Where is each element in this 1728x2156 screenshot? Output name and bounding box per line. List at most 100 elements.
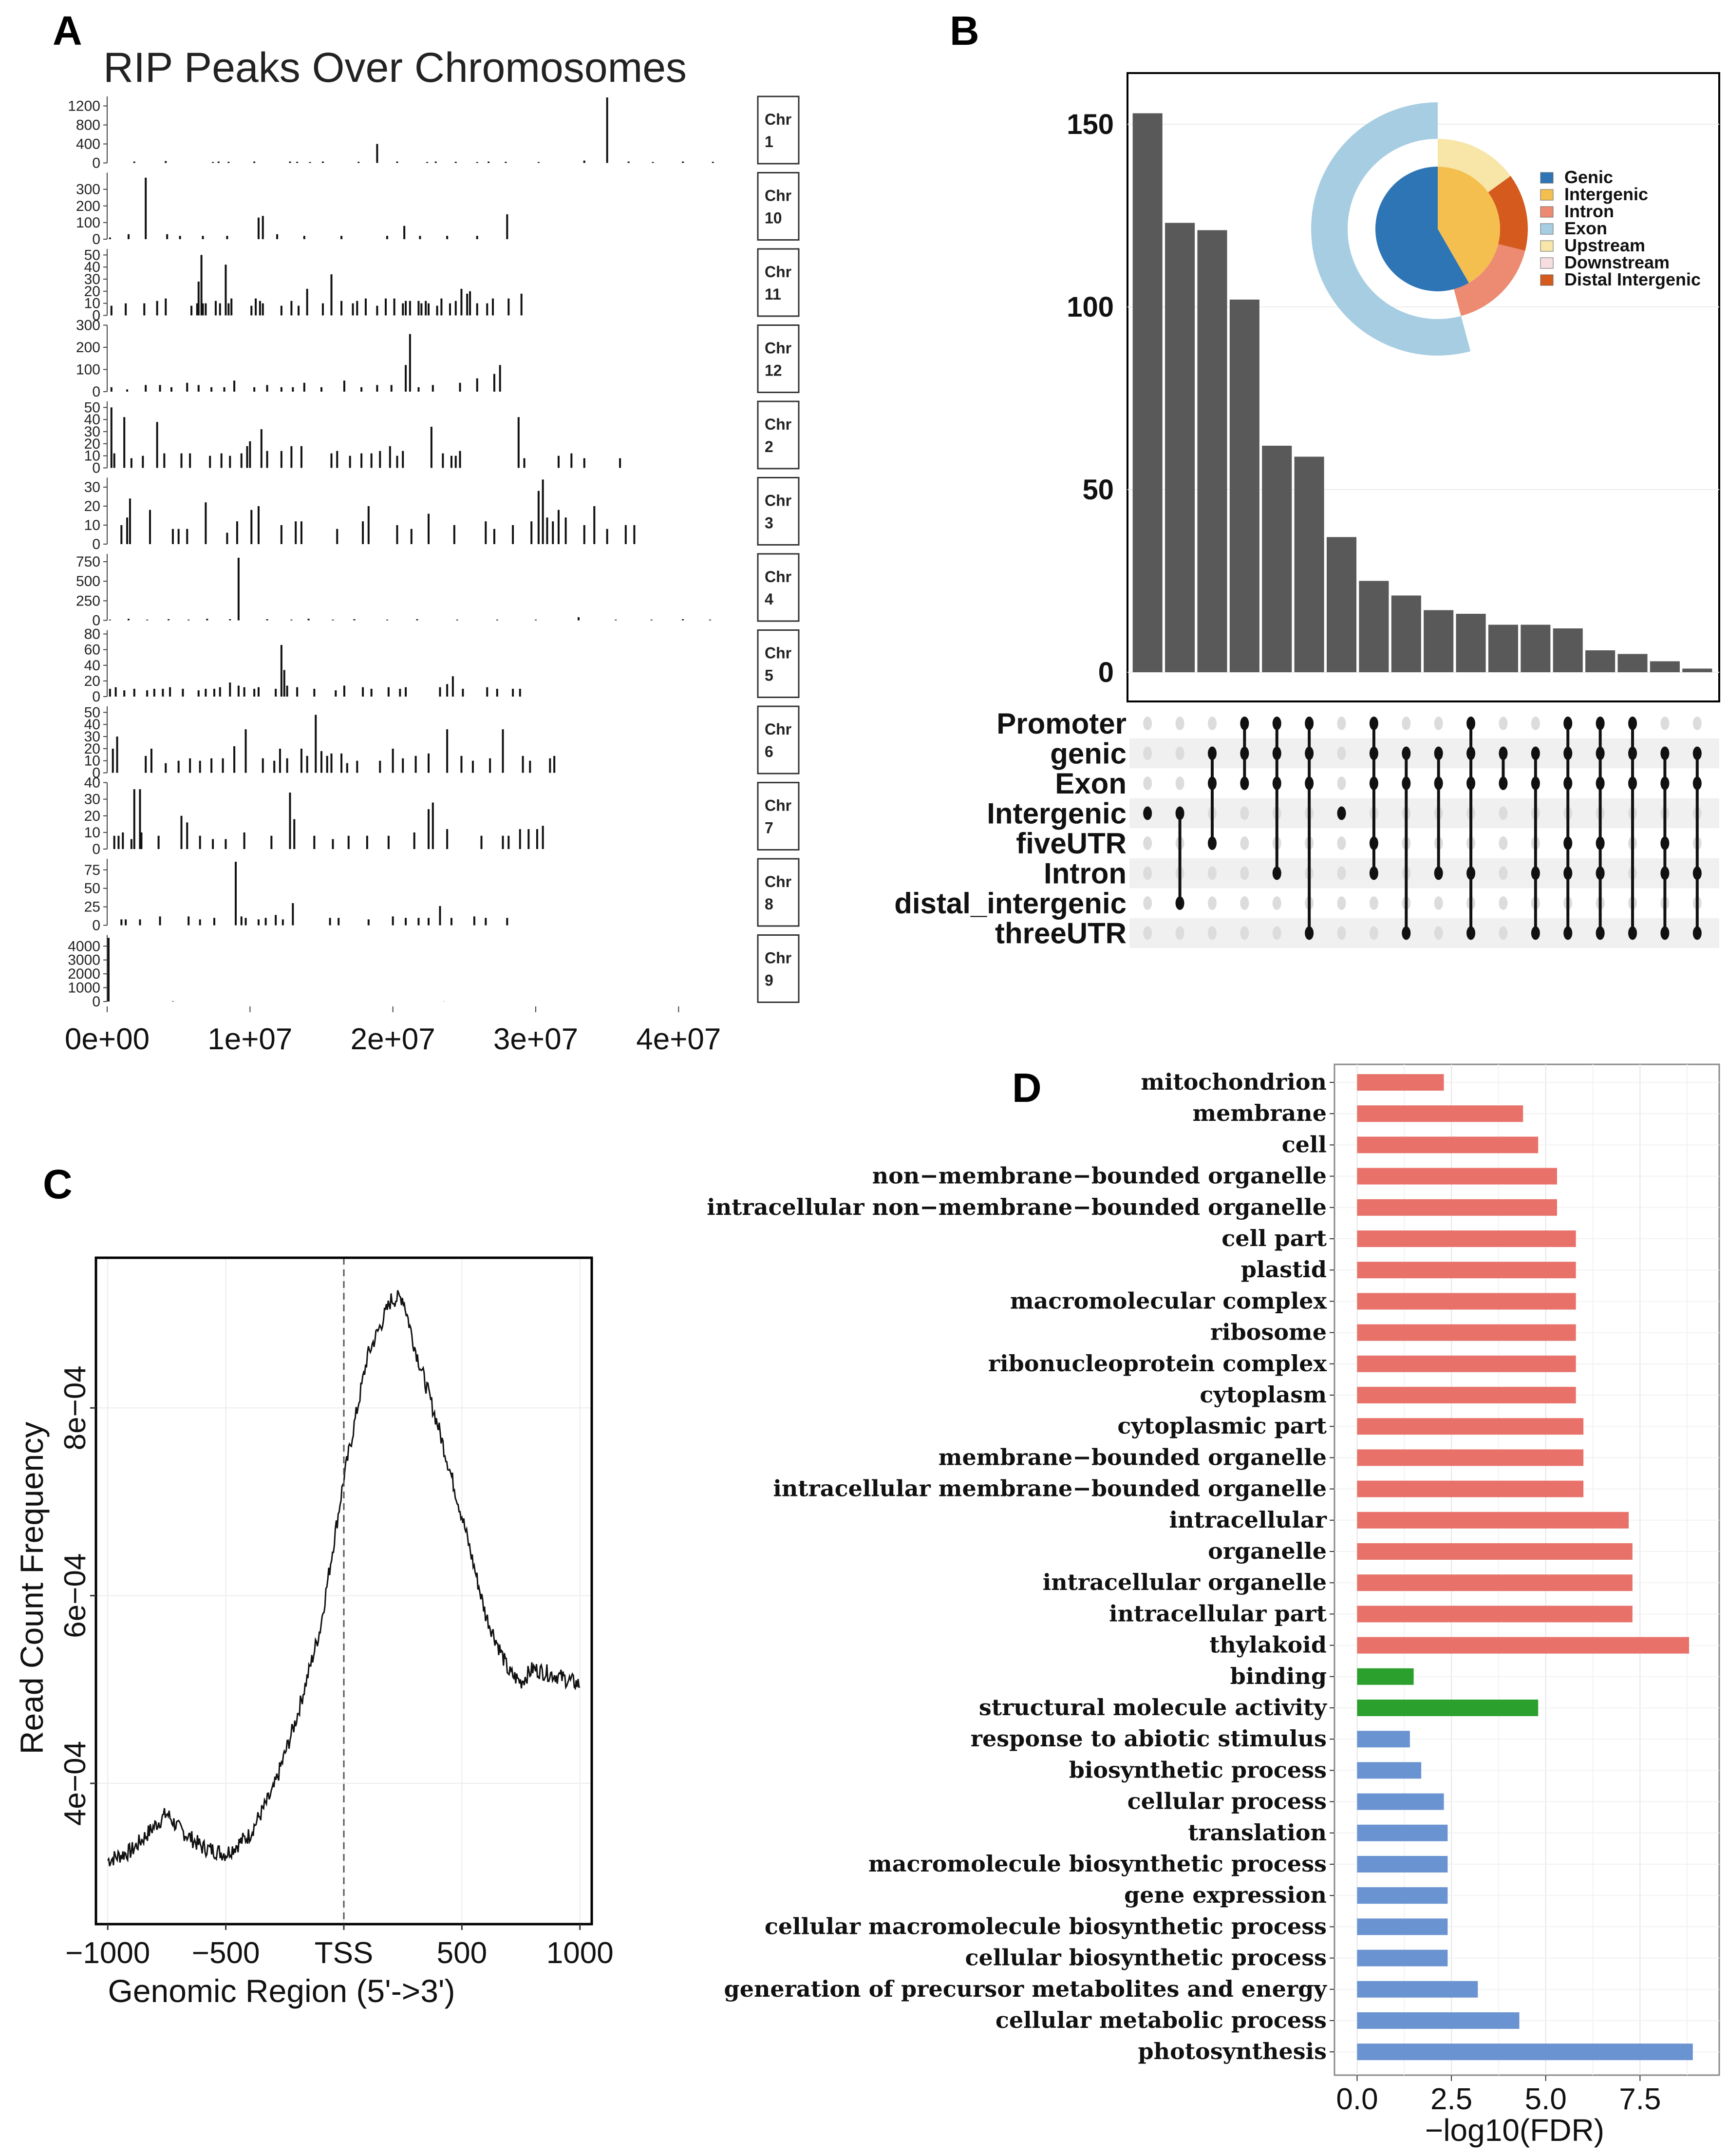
matrix-dot-empty [1692, 717, 1702, 730]
facet-y-tick-label: 300 [76, 318, 100, 334]
go-term-label: macromolecular complex [1010, 1287, 1327, 1314]
matrix-dot-empty [1272, 896, 1281, 910]
facet-y-tick-label: 50 [84, 399, 100, 416]
facet-strip-label: Chr [765, 492, 791, 510]
go-term-label: ribosome [1210, 1319, 1327, 1345]
matrix-dot-filled [1499, 776, 1508, 790]
matrix-row-band [1129, 738, 1719, 769]
matrix-dot-filled [1596, 926, 1605, 940]
matrix-dot-filled [1337, 806, 1346, 820]
matrix-dot-filled [1466, 776, 1476, 790]
set-label: Promoter [996, 707, 1127, 740]
go-term-bar [1357, 1418, 1584, 1435]
go-term-bar [1357, 1480, 1584, 1497]
matrix-dot-filled [1660, 926, 1670, 940]
go-term-bar [1357, 2043, 1693, 2061]
facet-y-tick-label: 20 [84, 808, 100, 824]
go-term-bar [1357, 1574, 1633, 1591]
matrix-dot-filled [1499, 746, 1508, 760]
facet-y-tick-label: 10 [84, 825, 100, 841]
chart-d-bars [1357, 1074, 1693, 2061]
matrix-dot-empty [1143, 746, 1152, 760]
matrix-dot-filled [1402, 776, 1411, 790]
facet-y-tick-label: 80 [84, 626, 100, 643]
matrix-dot-filled [1563, 746, 1573, 760]
facet-y-tick-label: 20 [84, 436, 100, 452]
x-tick-label: 0e+00 [65, 1022, 150, 1056]
upset-bar [1132, 113, 1163, 672]
matrix-dot-filled [1628, 717, 1637, 730]
upset-bar [1617, 654, 1648, 672]
go-term-bar [1357, 1887, 1448, 1904]
matrix-dot-empty [1499, 836, 1508, 850]
chart-b-y-axis: 0 50 100 150 [1067, 109, 1114, 688]
panel-label-a: A [53, 8, 82, 54]
facet-y-tick-label: 0 [92, 384, 100, 400]
legend-label: Distal Intergenic [1564, 269, 1701, 289]
facet-strip-label: Chr [765, 568, 791, 586]
matrix-dot-empty [1207, 717, 1217, 730]
y-tick-label: 100 [1067, 291, 1114, 323]
y-tick-label: 4e−04 [58, 1741, 92, 1826]
go-term-label: binding [1230, 1663, 1327, 1689]
facet-strip [757, 172, 800, 241]
set-label: fiveUTR [1016, 827, 1127, 860]
legend-swatch [1540, 223, 1554, 235]
matrix-dot-filled [1175, 806, 1184, 820]
go-term-bar [1357, 1355, 1576, 1372]
chart-d-xlabel: −log10(FDR) [1425, 2113, 1604, 2148]
go-term-bar [1357, 1637, 1690, 1654]
facet-strip-label: Chr [765, 340, 791, 357]
go-term-label: non−membrane−bounded organelle [872, 1163, 1327, 1189]
matrix-dot-empty [1240, 836, 1249, 850]
matrix-dot-filled [1563, 836, 1573, 850]
facet-y-tick-label: 4000 [68, 938, 100, 954]
facet-strip [757, 782, 800, 851]
facet-strip-label: Chr [765, 263, 791, 281]
matrix-dot-filled [1272, 717, 1281, 730]
matrix-dot-empty [1337, 896, 1346, 910]
go-term-bar [1357, 1262, 1576, 1279]
go-term-label: cellular process [1127, 1788, 1327, 1815]
facet-y-tick-label: 20 [84, 673, 100, 689]
matrix-dot-empty [1499, 896, 1508, 910]
upset-bar [1650, 661, 1680, 672]
facet-y-tick-label: 10 [84, 296, 100, 312]
go-term-bar [1357, 1449, 1584, 1466]
matrix-dot-empty [1240, 806, 1249, 820]
matrix-dot-filled [1402, 746, 1411, 760]
go-term-bar [1357, 1293, 1576, 1310]
facet-y-tick-label: 0 [92, 536, 100, 552]
pie-slice-intron [1454, 244, 1525, 316]
upset-bar [1391, 595, 1421, 672]
matrix-dot-filled [1434, 866, 1443, 880]
facet-y-tick-label: 500 [76, 573, 100, 589]
facet-strip-label: Chr [765, 949, 791, 967]
facet-strip-label: 12 [765, 362, 782, 379]
facet-chr-8: 0 25 50 75 Chr 8 [84, 858, 800, 934]
x-tick-label: 5.0 [1525, 2082, 1567, 2116]
legend-label: Intergenic [1564, 184, 1648, 204]
facet-y-tick-label: 0 [92, 155, 100, 171]
x-tick-label: 1e+07 [207, 1022, 292, 1056]
chart-d-axes: mitochondrion membrane cell non−membrane−bo… [707, 1069, 1661, 2116]
y-tick-label: 150 [1067, 109, 1114, 140]
matrix-dot-filled [1660, 776, 1670, 790]
facet-y-tick-label: 0 [92, 841, 100, 857]
panel-label-d: D [1012, 1065, 1042, 1111]
matrix-dot-empty [1660, 717, 1670, 730]
legend-swatch [1540, 257, 1554, 269]
set-label: threeUTR [995, 917, 1127, 950]
facet-strip-label: 3 [765, 514, 773, 532]
go-term-bar [1357, 1762, 1422, 1779]
panel-d: D mitochondrion membrane cell non−membrane−… [707, 1063, 1720, 2148]
matrix-dot-empty [1499, 806, 1508, 820]
matrix-dot-filled [1660, 866, 1670, 880]
facet-strip [757, 629, 800, 698]
go-term-label: cytoplasmic part [1117, 1413, 1327, 1439]
go-term-label: biosynthetic process [1069, 1757, 1327, 1783]
matrix-dot-empty [1240, 926, 1249, 940]
